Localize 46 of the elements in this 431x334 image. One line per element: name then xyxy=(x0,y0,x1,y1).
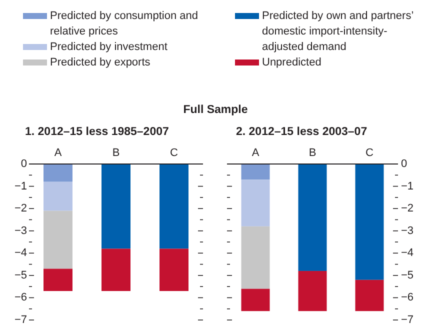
bar xyxy=(102,248,130,292)
legend-label: Predicted by own and partners’ domestic import-intensity-adjusted demand xyxy=(262,10,414,53)
y-tick-label: −6 xyxy=(14,292,27,304)
bar xyxy=(241,288,270,312)
bar xyxy=(44,210,72,269)
legend-label: Predicted by investment xyxy=(50,41,168,53)
y-tick-label: 0 xyxy=(20,158,27,170)
x-tick-label: B xyxy=(308,147,316,159)
y-tick-label: −1 xyxy=(14,180,27,192)
legend-label: Unpredicted xyxy=(262,56,322,68)
y2-tick-label: 0 xyxy=(401,158,408,170)
bar xyxy=(102,164,130,249)
x-tick-label: C xyxy=(170,147,178,159)
y-tick-label: −4 xyxy=(14,247,27,260)
bar xyxy=(44,182,72,211)
bar xyxy=(160,164,188,249)
x-tick-label: B xyxy=(112,147,120,159)
legend-label: Predicted by consumption and relative prices xyxy=(50,10,198,38)
chart-title: 1. 2012–15 less 1985–2007 xyxy=(25,126,169,138)
bar xyxy=(298,270,327,312)
y2-tick-label: −1 xyxy=(401,180,414,192)
x-tick-label: C xyxy=(366,147,374,159)
y2-tick-label: −4 xyxy=(401,247,414,260)
x-tick-label: A xyxy=(54,147,62,159)
bar xyxy=(241,180,270,226)
y2-tick-label: −3 xyxy=(401,224,414,237)
bar xyxy=(355,280,384,312)
bar xyxy=(160,248,188,292)
text: Full Sample xyxy=(183,104,248,116)
x-tick-label: A xyxy=(252,147,260,159)
bar xyxy=(355,164,384,280)
y2-tick-label: −6 xyxy=(401,292,414,304)
bar xyxy=(298,164,327,271)
legend-label: Predicted by exports xyxy=(50,56,151,68)
y2-tick-label: −2 xyxy=(401,202,414,215)
y-tick-label: −2 xyxy=(14,202,27,215)
bar xyxy=(241,164,270,180)
y2-tick-label: −5 xyxy=(401,269,414,282)
bar xyxy=(241,226,270,289)
chart-title: 2. 2012–15 less 2003–07 xyxy=(236,126,368,138)
y2-tick-label: −7 xyxy=(401,314,414,326)
y-tick-label: −7 xyxy=(14,314,27,326)
bar xyxy=(44,164,72,182)
y-tick-label: −5 xyxy=(14,269,27,282)
y-tick-label: −3 xyxy=(14,224,27,237)
bar xyxy=(44,268,72,292)
